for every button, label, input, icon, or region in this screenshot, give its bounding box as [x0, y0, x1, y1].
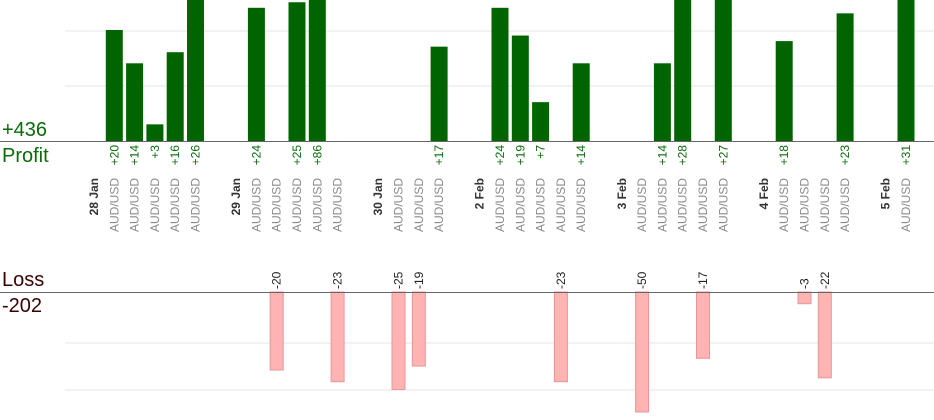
- pair-label: AUD/USD: [716, 178, 730, 232]
- pair-label: AUD/USD: [838, 178, 852, 232]
- pair-label: AUD/USD: [290, 178, 304, 232]
- pair-label: AUD/USD: [493, 178, 507, 232]
- pair-label: AUD/USD: [270, 178, 284, 232]
- profit-bar: [491, 7, 509, 141]
- loss-bar: [411, 291, 426, 367]
- loss-bar: [817, 291, 832, 379]
- loss-value-label: -23: [554, 271, 568, 289]
- profit-bar: [430, 46, 448, 141]
- loss-value-label: -25: [392, 271, 406, 289]
- profit-bar: [532, 102, 550, 141]
- loss-value-label: -20: [270, 271, 284, 289]
- bar-layer: [105, 0, 915, 413]
- profit-value-label: +24: [493, 145, 507, 166]
- profit-bar: [247, 7, 265, 141]
- pair-label: AUD/USD: [574, 178, 588, 232]
- profit-bar: [775, 41, 793, 141]
- axis-layer: [0, 141, 934, 293]
- date-label: 5 Feb: [879, 178, 893, 209]
- profit-label: Profit: [2, 145, 49, 167]
- profit-value-label: +18: [777, 145, 791, 166]
- loss-value-label: -23: [331, 271, 345, 289]
- pair-label: AUD/USD: [513, 178, 527, 232]
- loss-bar: [797, 291, 812, 305]
- loss-bar: [696, 291, 710, 359]
- pair-label: AUD/USD: [676, 178, 690, 232]
- profit-value-label: +31: [899, 145, 913, 166]
- profit-value-label: +16: [168, 145, 182, 166]
- profit-value-label: +17: [432, 145, 446, 166]
- profit-bar: [572, 63, 590, 141]
- loss-value-label: -50: [635, 271, 649, 289]
- pair-label: AUD/USD: [655, 178, 669, 232]
- pair-label: AUD/USD: [818, 178, 832, 232]
- pair-label: AUD/USD: [635, 178, 649, 232]
- loss-bar: [553, 291, 568, 383]
- loss-value-label: -3: [798, 278, 812, 289]
- loss-value-label: -19: [412, 271, 426, 289]
- profit-bar: [653, 63, 671, 141]
- profit-value-label: +28: [676, 145, 690, 166]
- pair-label: AUD/USD: [189, 178, 203, 232]
- pair-label: AUD/USD: [696, 178, 710, 232]
- profit-value-label: +20: [107, 145, 121, 166]
- profit-bar: [146, 124, 164, 141]
- pair-label: AUD/USD: [554, 178, 568, 232]
- profit-value-label: +3: [148, 145, 162, 159]
- date-label: 3 Feb: [615, 178, 629, 209]
- date-label: 29 Jan: [229, 178, 243, 215]
- loss-value-label: -22: [818, 271, 832, 289]
- pair-label: AUD/USD: [899, 178, 913, 232]
- pair-label: AUD/USD: [107, 178, 121, 232]
- pair-label: AUD/USD: [534, 178, 548, 232]
- profit-value-label: +7: [534, 145, 548, 159]
- date-label: 30 Jan: [371, 178, 385, 215]
- profit-bar: [897, 0, 915, 141]
- loss-bar: [391, 291, 406, 390]
- profit-bar: [105, 30, 123, 141]
- pair-label: AUD/USD: [310, 178, 324, 232]
- loss-value-label: -17: [696, 271, 710, 289]
- profit-value-label: +27: [716, 145, 730, 166]
- date-label: 28 Jan: [87, 178, 101, 215]
- profit-value-label: +14: [128, 145, 142, 166]
- loss-bar: [330, 291, 345, 383]
- profit-bar: [511, 35, 529, 141]
- pair-label: AUD/USD: [168, 178, 182, 232]
- pair-label: AUD/USD: [432, 178, 446, 232]
- pair-label: AUD/USD: [392, 178, 406, 232]
- loss-bar: [269, 291, 284, 371]
- profit-value-label: +26: [189, 145, 203, 166]
- label-layer: 28 Jan AUD/USD +20 AUD/USD +14 AUD/USD +3 AUD/U…: [87, 145, 913, 289]
- profit-value-label: +24: [249, 145, 263, 166]
- profit-bar: [308, 0, 326, 141]
- profit-total: +436: [2, 119, 48, 141]
- date-label: 2 Feb: [473, 178, 487, 209]
- profit-bar: [166, 52, 184, 142]
- profit-bar: [126, 63, 144, 141]
- profit-value-label: +19: [513, 145, 527, 166]
- profit-bar: [288, 2, 306, 141]
- profit-value-label: +14: [655, 145, 669, 166]
- loss-bar: [635, 291, 650, 413]
- profit-bar: [714, 0, 732, 141]
- pair-label: AUD/USD: [331, 178, 345, 232]
- profit-value-label: +23: [838, 145, 852, 166]
- profit-value-label: +25: [290, 145, 304, 166]
- profit-value-label: +86: [310, 145, 324, 166]
- pair-label: AUD/USD: [798, 178, 812, 232]
- profit-bar: [836, 13, 854, 142]
- pair-label: AUD/USD: [777, 178, 791, 232]
- pair-label: AUD/USD: [412, 178, 426, 232]
- loss-total: -202: [2, 295, 43, 317]
- pair-label: AUD/USD: [148, 178, 162, 232]
- profit-bar: [187, 0, 204, 141]
- profit-value-label: +14: [574, 145, 588, 166]
- profit-bar: [674, 0, 692, 141]
- pair-label: AUD/USD: [249, 178, 263, 232]
- date-label: 4 Feb: [757, 178, 771, 209]
- pair-label: AUD/USD: [128, 178, 142, 232]
- loss-label: Loss: [2, 269, 45, 291]
